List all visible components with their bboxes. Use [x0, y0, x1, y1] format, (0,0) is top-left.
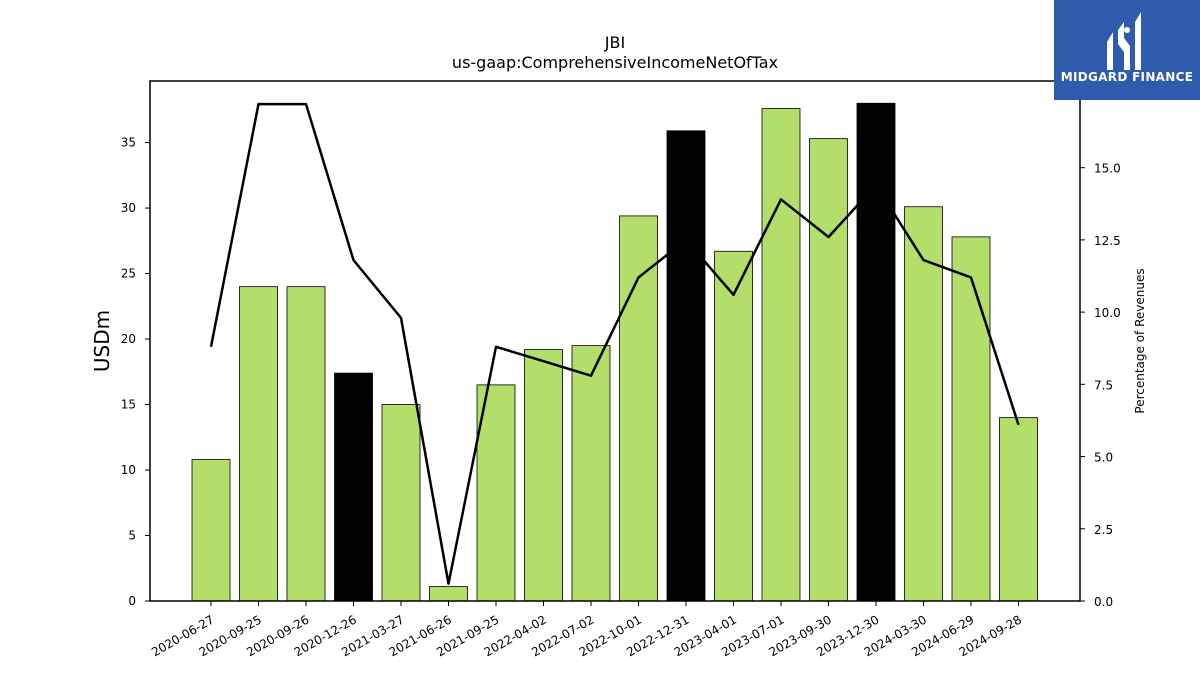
- bar-2021-06-26: [429, 586, 468, 602]
- bar-2021-03-27: [381, 404, 421, 602]
- y2-tick-label: 2.5: [1094, 523, 1113, 537]
- y-tick-label: 15: [121, 398, 136, 412]
- percentage-line: [209, 102, 1020, 585]
- y-tick-label: 35: [121, 136, 136, 150]
- y2-tick-label: 5.0: [1094, 451, 1113, 465]
- bar-2024-03-30: [904, 206, 943, 602]
- y2-tick-label: 0.0: [1094, 595, 1113, 609]
- bar-2022-07-02: [571, 345, 611, 602]
- y2-tick-label: 15.0: [1094, 162, 1121, 176]
- y-tick-label: 10: [121, 463, 136, 477]
- bar-2022-12-31: [666, 130, 706, 602]
- bar-2024-09-28: [999, 417, 1038, 602]
- y2-tick-label: 12.5: [1094, 234, 1121, 248]
- bars-layer: [191, 102, 1038, 602]
- bar-2024-06-29: [951, 236, 991, 602]
- bar-2021-09-25: [476, 384, 516, 602]
- bar-2022-10-01: [619, 215, 658, 602]
- plot-frame: [149, 80, 1081, 602]
- y-axis-label: USDm: [90, 310, 114, 372]
- left-axis: 0 5 10 15 20 25 30 35: [121, 136, 150, 608]
- y-tick-label: 20: [121, 332, 136, 346]
- line-layer: [209, 102, 1020, 585]
- bar-2023-12-30: [856, 102, 896, 602]
- bar-2020-06-27: [191, 459, 231, 602]
- bar-2023-04-01: [714, 250, 753, 602]
- y-tick-label: 0: [128, 594, 136, 608]
- y2-axis-label: Percentage of Revenues: [1133, 268, 1147, 413]
- bar-2020-09-26: [286, 286, 326, 602]
- chart-title: JBI: [604, 33, 625, 52]
- y-tick-label: 30: [121, 201, 136, 215]
- right-axis: 0.0 2.5 5.0 7.5 10.0 12.5 15.0: [1080, 162, 1121, 609]
- brand-name: MIDGARD FINANCE: [1061, 70, 1193, 84]
- bar-2022-04-02: [524, 349, 563, 602]
- y2-tick-label: 7.5: [1094, 378, 1113, 392]
- x-axis: 2020-06-272020-09-252020-09-262020-12-26…: [149, 601, 1024, 659]
- bar-2020-12-26: [334, 372, 373, 602]
- bar-2023-07-01: [761, 108, 801, 602]
- y-tick-label: 5: [128, 529, 136, 543]
- bar-2020-09-25: [239, 286, 278, 602]
- bar-2023-09-30: [809, 138, 848, 602]
- y-tick-label: 25: [121, 267, 136, 281]
- chart-subtitle: us-gaap:ComprehensiveIncomeNetOfTax: [452, 53, 778, 72]
- brand-logo: MIDGARD FINANCE: [1054, 0, 1200, 100]
- midgard-logo-icon: [1107, 12, 1141, 70]
- y2-tick-label: 10.0: [1094, 306, 1121, 320]
